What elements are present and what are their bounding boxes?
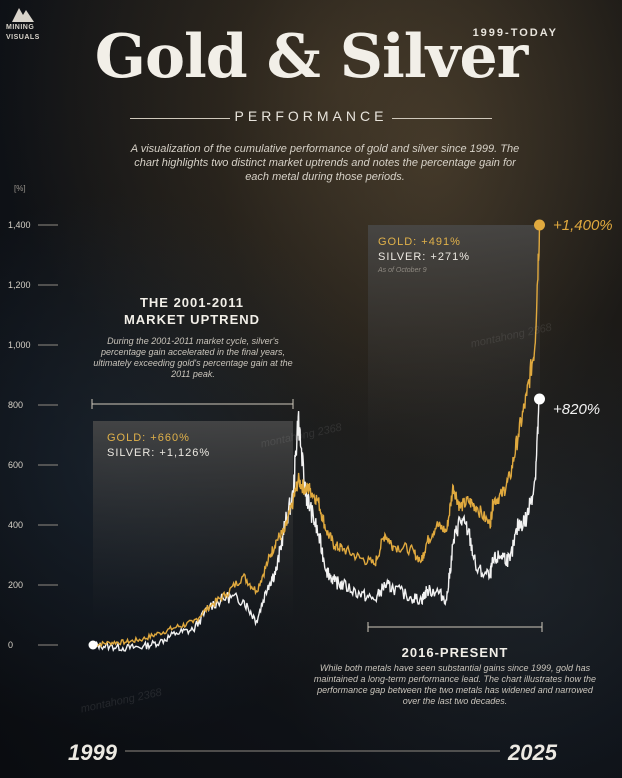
subtitle-row: PERFORMANCE	[0, 108, 622, 128]
brand-name-line2: VISUALS	[6, 34, 40, 41]
mountain-icon	[12, 8, 34, 22]
uptrend-text: During the 2001-2011 market cycle, silve…	[93, 336, 293, 379]
subtitle-rule-right	[392, 118, 492, 119]
y-tick-label: 1,000	[8, 340, 31, 350]
as-of-date: As of October 9	[378, 267, 427, 274]
silver-end-label: +820%	[553, 401, 601, 418]
page-subtitle: PERFORMANCE	[234, 108, 388, 124]
subtitle-rule-left	[130, 118, 230, 119]
brand-name-line1: MINING	[6, 24, 35, 31]
end-year: 2025	[508, 740, 557, 765]
uptrend-title-line1: THE 2001-2011	[139, 295, 245, 310]
page-title: Gold & Silver	[94, 22, 529, 92]
y-tick-label: 200	[8, 580, 23, 590]
series-line-gold	[92, 224, 541, 648]
uptrend-silver-gain: SILVER: +1,126%	[107, 447, 211, 459]
present-text: While both metals have seen substantial …	[313, 663, 597, 706]
intro-text: A visualization of the cumulative perfor…	[130, 143, 520, 183]
brand-logo: MINING VISUALS	[6, 6, 50, 42]
uptrend-title: THE 2001-2011 MARKET UPTREND	[92, 294, 292, 328]
start-year: 1999	[68, 740, 117, 765]
y-tick-label: 1,400	[8, 220, 31, 230]
y-tick-label: 800	[8, 400, 23, 410]
present-gold-gain: GOLD: +491%	[378, 236, 461, 248]
y-axis-ticks: 0 200 400 600 800 1,000 1,200 1,400	[8, 220, 58, 650]
present-panel	[368, 225, 540, 465]
y-tick-label: 0	[8, 640, 13, 650]
present-title: 2016-PRESENT	[401, 645, 509, 660]
year-range: 1999-TODAY	[472, 27, 558, 39]
y-axis-unit: [%]	[14, 184, 26, 193]
silver-end-point	[533, 393, 545, 405]
y-tick-label: 400	[8, 520, 23, 530]
y-tick-label: 600	[8, 460, 23, 470]
uptrend-title-line2: MARKET UPTREND	[123, 312, 261, 327]
uptrend-panel	[93, 421, 293, 621]
y-tick-label: 1,200	[8, 280, 31, 290]
start-point	[88, 640, 98, 650]
gold-end-point	[533, 219, 545, 231]
gold-end-label: +1,400%	[553, 217, 613, 234]
uptrend-gold-gain: GOLD: +660%	[107, 432, 190, 444]
present-silver-gain: SILVER: +271%	[378, 251, 470, 263]
